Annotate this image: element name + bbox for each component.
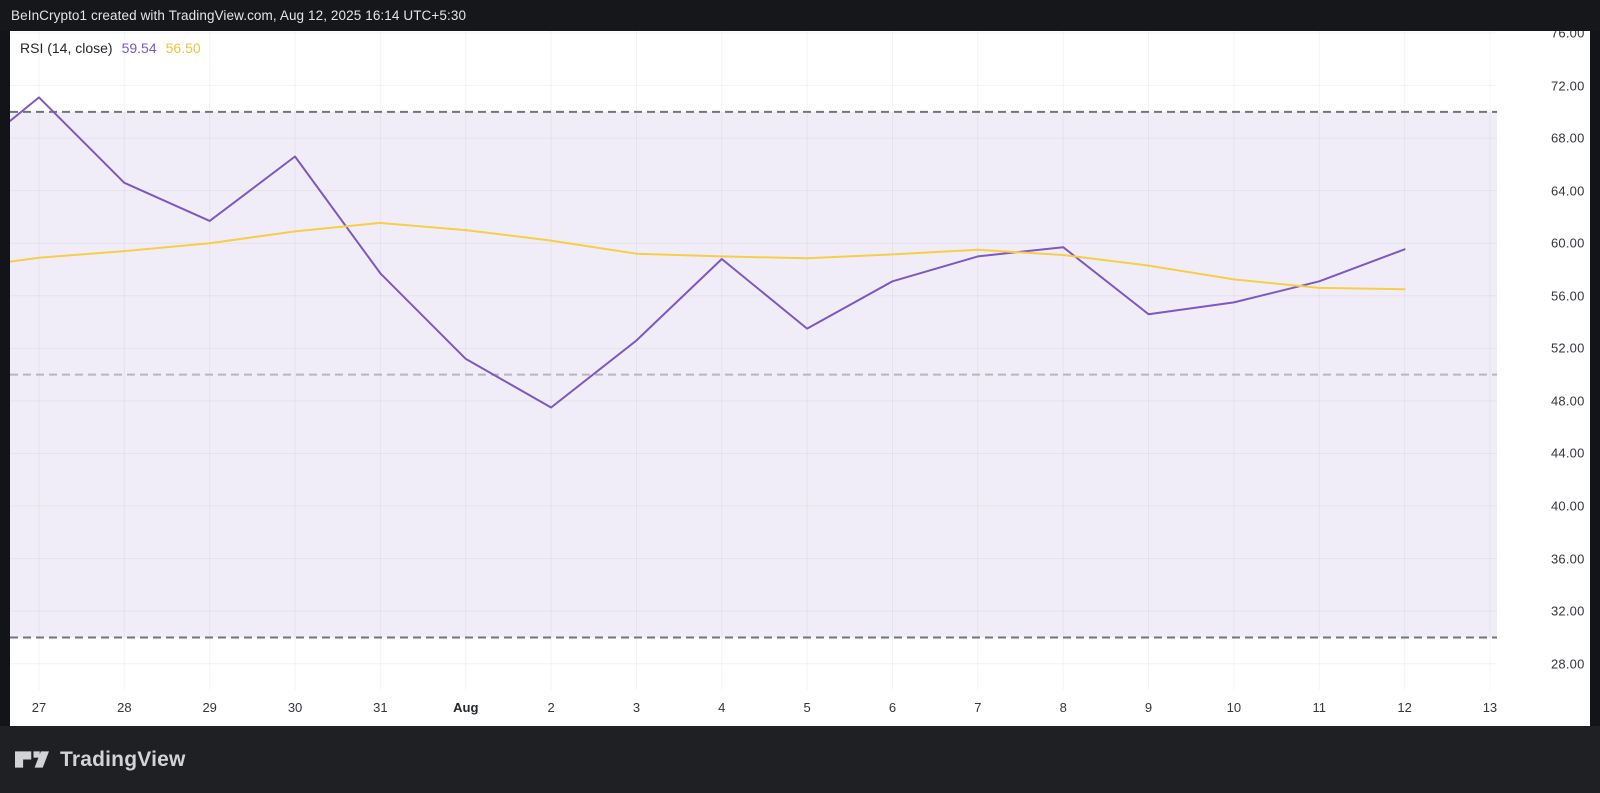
x-tick-label: 27 <box>31 700 47 715</box>
y-tick-label: 32.00 <box>1551 603 1585 619</box>
y-tick-label: 68.00 <box>1551 130 1585 146</box>
x-tick-label: 5 <box>803 700 811 715</box>
x-tick-label: 31 <box>373 700 388 715</box>
snapshot-title: BeInCrypto1 created with TradingView.com… <box>11 8 467 23</box>
ma-line <box>10 221 1406 291</box>
ma-current-value: 56.50 <box>165 40 201 56</box>
x-tick-label: 29 <box>202 700 217 715</box>
y-tick-label: 28.00 <box>1551 656 1585 672</box>
x-tick-label: 6 <box>888 700 897 715</box>
x-tick-label: 30 <box>287 700 303 715</box>
x-tick-label: 4 <box>718 700 726 715</box>
y-tick-label: 76.00 <box>1551 31 1585 41</box>
y-tick-label: 72.00 <box>1551 78 1585 94</box>
right-border <box>1590 31 1600 726</box>
y-tick-label: 52.00 <box>1551 340 1585 356</box>
y-tick-label: 56.00 <box>1551 288 1585 304</box>
x-tick-label: 13 <box>1482 700 1498 715</box>
x-tick-label: 9 <box>1144 700 1153 715</box>
rsi-pane[interactable]: RSI (14, close) 59.54 56.50 76.00 72.00 68… <box>10 31 1590 726</box>
x-tick-label: 7 <box>974 700 982 715</box>
y-tick-label: 36.00 <box>1551 551 1585 567</box>
price-scale[interactable]: 76.00 72.00 68.00 64.00 60.00 56.00 52.00 48.00… <box>1497 31 1590 691</box>
x-tick-label: 28 <box>117 700 132 715</box>
rsi-line <box>10 96 1406 409</box>
x-tick-label: 12 <box>1397 700 1412 715</box>
tradingview-wordmark: TradingView <box>60 747 186 771</box>
tradingview-logo-icon <box>15 751 49 768</box>
x-tick-label: 10 <box>1226 700 1242 715</box>
x-tick-label: 2 <box>547 700 555 715</box>
left-border <box>0 31 10 726</box>
x-tick-label: 8 <box>1059 700 1067 715</box>
y-tick-label: 44.00 <box>1551 445 1585 461</box>
x-tick-label: 11 <box>1312 700 1327 715</box>
y-tick-label: 40.00 <box>1551 498 1585 514</box>
time-scale[interactable]: 27 28 29 30 31 Aug 2 3 4 5 6 7 8 9 10 11 12 13 <box>10 691 1590 726</box>
indicator-legend: RSI (14, close) 59.54 56.50 <box>20 40 201 56</box>
rsi-current-value: 59.54 <box>121 40 157 56</box>
snapshot-footer: TradingView <box>0 726 1600 793</box>
y-tick-label: 64.00 <box>1551 183 1585 199</box>
y-tick-label: 48.00 <box>1551 393 1585 409</box>
rsi-plot-canvas[interactable] <box>10 31 1590 726</box>
y-tick-label: 60.00 <box>1551 235 1585 251</box>
x-tick-label: 3 <box>632 700 641 715</box>
snapshot-header: BeInCrypto1 created with TradingView.com… <box>0 0 1600 31</box>
indicator-title: RSI (14, close) <box>20 40 113 56</box>
tradingview-brand-link[interactable]: TradingView <box>15 748 186 772</box>
x-tick-label: Aug <box>453 700 479 715</box>
